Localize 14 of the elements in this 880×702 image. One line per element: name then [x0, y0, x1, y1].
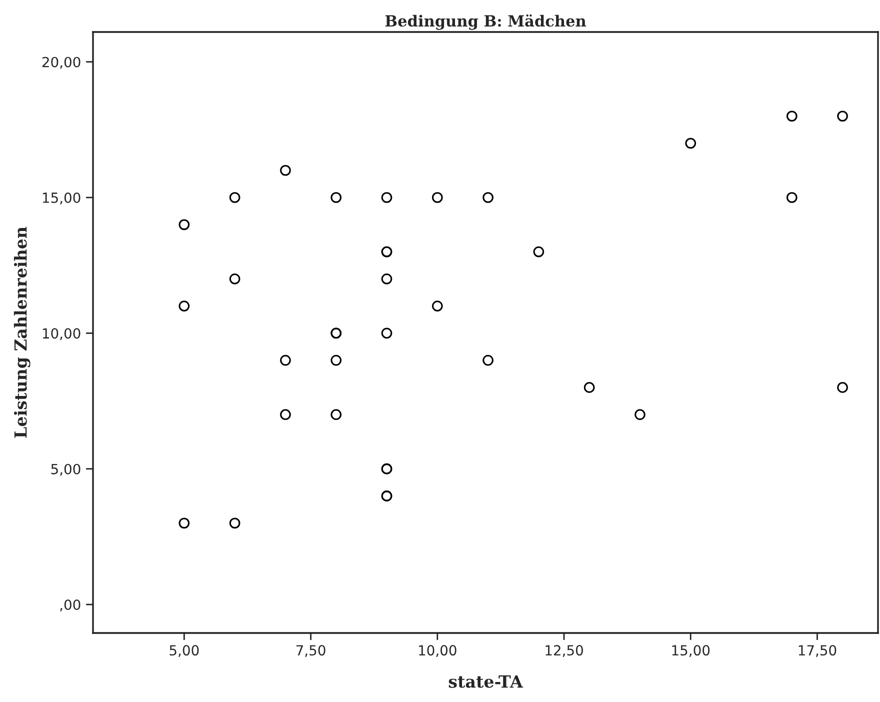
- y-tick-label: 5,00: [51, 464, 80, 476]
- x-tick-label: 7,50: [296, 645, 326, 657]
- x-tick-label: 12,50: [546, 645, 583, 657]
- y-tick-label: 20,00: [42, 56, 80, 69]
- chart-title: Bedingung B: Mädchen: [385, 14, 586, 30]
- x-tick-label: 10,00: [419, 645, 456, 657]
- x-tick-label: 5,00: [170, 645, 199, 657]
- x-tick-label: 15,00: [672, 645, 710, 657]
- y-tick-label: ,00: [60, 599, 80, 612]
- x-tick-label: 17,50: [798, 645, 836, 657]
- y-tick-label: 15,00: [42, 192, 80, 204]
- x-axis-title: state-TA: [448, 675, 524, 688]
- y-axis-title: Leistung Zahlenreihen: [14, 226, 30, 438]
- y-tick-label: 10,00: [42, 328, 80, 340]
